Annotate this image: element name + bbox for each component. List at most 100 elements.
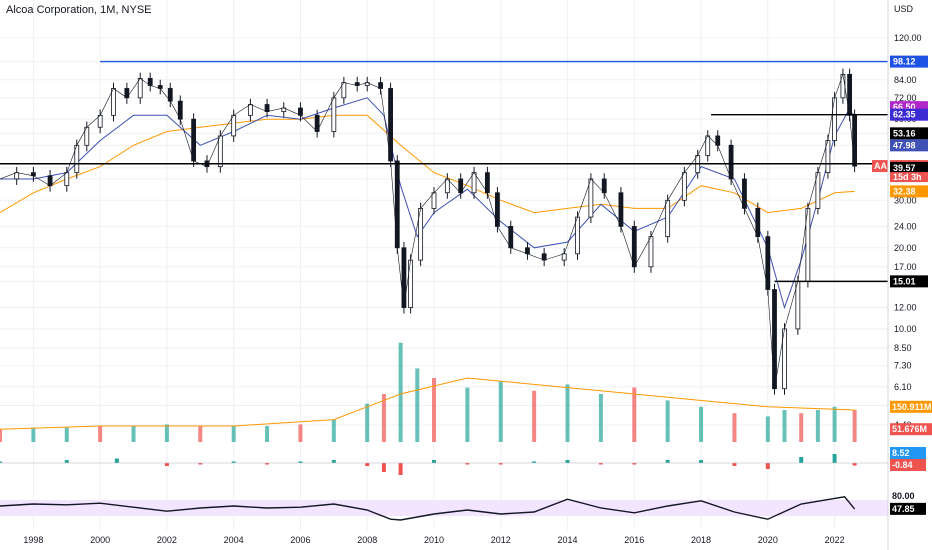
macd-tag-label: 8.52 bbox=[892, 448, 910, 458]
candle-body bbox=[191, 118, 197, 162]
symbol-tag-label: AA bbox=[874, 161, 887, 171]
macd-histogram-bar bbox=[598, 463, 603, 465]
volume-bar bbox=[431, 378, 436, 442]
macd-histogram-bar bbox=[799, 457, 804, 463]
volume-bar bbox=[398, 342, 403, 442]
candle-body bbox=[618, 192, 624, 227]
volume-ma-line bbox=[0, 377, 855, 430]
candle-body bbox=[217, 135, 223, 168]
candle-body bbox=[631, 226, 637, 268]
candle-body bbox=[408, 259, 414, 308]
candle-body bbox=[648, 236, 654, 268]
candle-body bbox=[331, 97, 337, 132]
price-tag-box bbox=[890, 139, 928, 152]
time-axis-tick-label: 2008 bbox=[357, 535, 377, 545]
volume-bar bbox=[799, 413, 804, 442]
volume-bar bbox=[852, 410, 857, 442]
macd-histogram-bar bbox=[64, 460, 69, 463]
candle-body bbox=[14, 172, 20, 180]
volume-tag-label: 51.676M bbox=[892, 424, 927, 434]
ma-slow-line bbox=[0, 114, 855, 214]
macd-histogram-bar bbox=[381, 463, 386, 472]
macd-histogram-bar bbox=[398, 463, 403, 475]
time-axis-tick-label: 2022 bbox=[825, 535, 845, 545]
price-axis-tick-label: 20.00 bbox=[894, 243, 917, 253]
time-axis-tick-label: 1998 bbox=[23, 535, 43, 545]
volume-bar bbox=[131, 426, 136, 442]
volume-bar bbox=[0, 429, 2, 442]
candle-body bbox=[681, 172, 687, 201]
price-tag-box bbox=[890, 185, 928, 198]
macd-histogram-bar bbox=[114, 458, 119, 463]
volume-bar bbox=[532, 390, 537, 442]
price-tag-label: 53.16 bbox=[893, 128, 916, 138]
rsi-band bbox=[0, 500, 888, 516]
price-axis-tick-label: 7.30 bbox=[894, 361, 912, 371]
macd-histogram-bar bbox=[765, 463, 770, 469]
macd-histogram-bar bbox=[164, 463, 169, 466]
price-axis-tick-label: 84.00 bbox=[894, 75, 917, 85]
time-axis-tick-label: 2016 bbox=[624, 535, 644, 545]
macd-histogram-bar bbox=[832, 454, 837, 463]
volume-tag-box bbox=[890, 423, 932, 436]
rsi-tag-box bbox=[890, 490, 926, 502]
macd-histogram-bar bbox=[298, 461, 303, 463]
price-tag-label: 39.57 bbox=[893, 163, 916, 173]
time-axis-tick-label: 2012 bbox=[491, 535, 511, 545]
macd-histogram-bar bbox=[231, 461, 236, 463]
volume-bar bbox=[331, 419, 336, 442]
price-tag-label: 98.12 bbox=[893, 57, 916, 67]
price-close-line bbox=[0, 74, 855, 389]
candle-body bbox=[541, 253, 547, 261]
candle-body bbox=[431, 192, 437, 209]
time-axis-tick-label: 2014 bbox=[558, 535, 578, 545]
countdown-tag-box bbox=[890, 172, 928, 183]
volume-bar bbox=[198, 426, 203, 442]
volume-bar bbox=[699, 406, 704, 442]
time-axis-tick-label: 2000 bbox=[90, 535, 110, 545]
price-axis-tick-label: 10.00 bbox=[894, 324, 917, 334]
price-tag-box bbox=[890, 161, 928, 174]
price-axis-tick-label: 12.00 bbox=[894, 303, 917, 313]
macd-histogram-bar bbox=[665, 460, 670, 463]
ma-fast-line bbox=[0, 97, 855, 310]
chart-title: Alcoa Corporation, 1M, NYSE bbox=[6, 4, 152, 16]
symbol-tag-box bbox=[872, 160, 888, 173]
candle-body bbox=[728, 144, 734, 180]
candle-body bbox=[394, 160, 400, 249]
macd-histogram-bar bbox=[632, 463, 637, 465]
rsi-tag-label: 80.00 bbox=[892, 491, 915, 501]
macd-histogram-bar bbox=[565, 460, 570, 463]
candle-body bbox=[264, 104, 270, 113]
macd-histogram-bar bbox=[852, 463, 857, 466]
candle-body bbox=[601, 178, 607, 194]
price-tag-label: 62.35 bbox=[893, 110, 916, 120]
rsi-tag-box bbox=[890, 502, 926, 515]
volume-bar bbox=[632, 387, 637, 442]
candle-body bbox=[832, 97, 837, 141]
volume-bar bbox=[565, 384, 570, 442]
volume-bar bbox=[815, 410, 820, 442]
candle-body bbox=[665, 199, 671, 238]
time-axis-tick-label: 2018 bbox=[691, 535, 711, 545]
candle-body bbox=[97, 114, 103, 128]
candle-body bbox=[852, 114, 858, 167]
volume-bar bbox=[765, 416, 770, 442]
price-axis-tick-label: 72.00 bbox=[894, 93, 917, 103]
candle-body bbox=[525, 247, 530, 255]
macd-histogram-bar bbox=[265, 463, 270, 465]
candle-body bbox=[47, 175, 53, 187]
volume-bar bbox=[665, 400, 670, 442]
candle-body bbox=[137, 78, 143, 99]
volume-bar bbox=[598, 394, 603, 442]
volume-tag-box bbox=[890, 400, 932, 413]
time-axis-tick-label: 2004 bbox=[224, 535, 244, 545]
rsi-tag-label: 47.85 bbox=[892, 504, 915, 514]
volume-bar bbox=[64, 427, 69, 442]
price-tag-label: 47.98 bbox=[893, 140, 916, 150]
candle-body bbox=[508, 226, 514, 249]
volume-tag-label: 150.911M bbox=[892, 402, 932, 412]
candle-body bbox=[847, 73, 853, 116]
